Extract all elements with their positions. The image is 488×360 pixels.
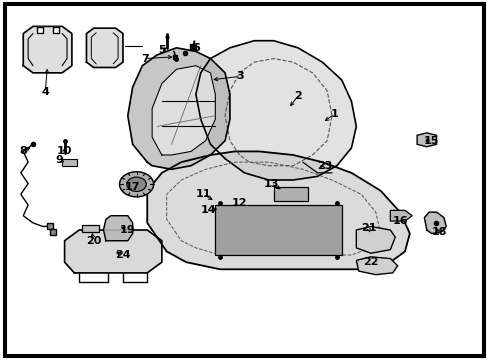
Polygon shape [62,158,77,166]
Text: 4: 4 [41,87,49,98]
Text: 16: 16 [391,216,407,226]
Circle shape [119,172,153,197]
Polygon shape [147,152,409,269]
Polygon shape [127,48,229,169]
Polygon shape [103,216,132,241]
Text: 2: 2 [293,91,301,101]
Text: 6: 6 [192,43,200,53]
Text: 7: 7 [141,54,148,64]
Text: 1: 1 [330,109,338,119]
Text: 24: 24 [115,250,130,260]
Polygon shape [152,66,215,155]
Polygon shape [81,225,99,232]
Polygon shape [389,210,411,221]
Text: 13: 13 [263,179,278,189]
Polygon shape [23,26,72,73]
Text: 23: 23 [316,161,332,171]
Text: 14: 14 [200,205,215,215]
Polygon shape [64,230,162,273]
Polygon shape [86,28,122,67]
Text: 12: 12 [231,198,247,208]
Text: 22: 22 [363,257,378,267]
Text: 3: 3 [235,71,243,81]
Polygon shape [356,257,397,275]
Text: 19: 19 [120,225,135,235]
Text: 20: 20 [86,236,101,246]
Text: 18: 18 [430,227,446,237]
Polygon shape [416,133,436,147]
Text: 10: 10 [57,147,72,157]
Polygon shape [196,41,356,180]
Text: 9: 9 [56,156,63,165]
Text: 11: 11 [195,189,210,199]
Text: 5: 5 [158,45,165,55]
Text: 8: 8 [20,147,27,157]
Polygon shape [273,187,307,202]
Polygon shape [356,226,394,253]
Circle shape [126,177,146,192]
Text: 17: 17 [124,182,140,192]
FancyBboxPatch shape [6,5,482,355]
Polygon shape [424,212,446,234]
Text: 21: 21 [360,223,375,233]
Polygon shape [215,205,341,255]
Text: 15: 15 [423,136,439,146]
